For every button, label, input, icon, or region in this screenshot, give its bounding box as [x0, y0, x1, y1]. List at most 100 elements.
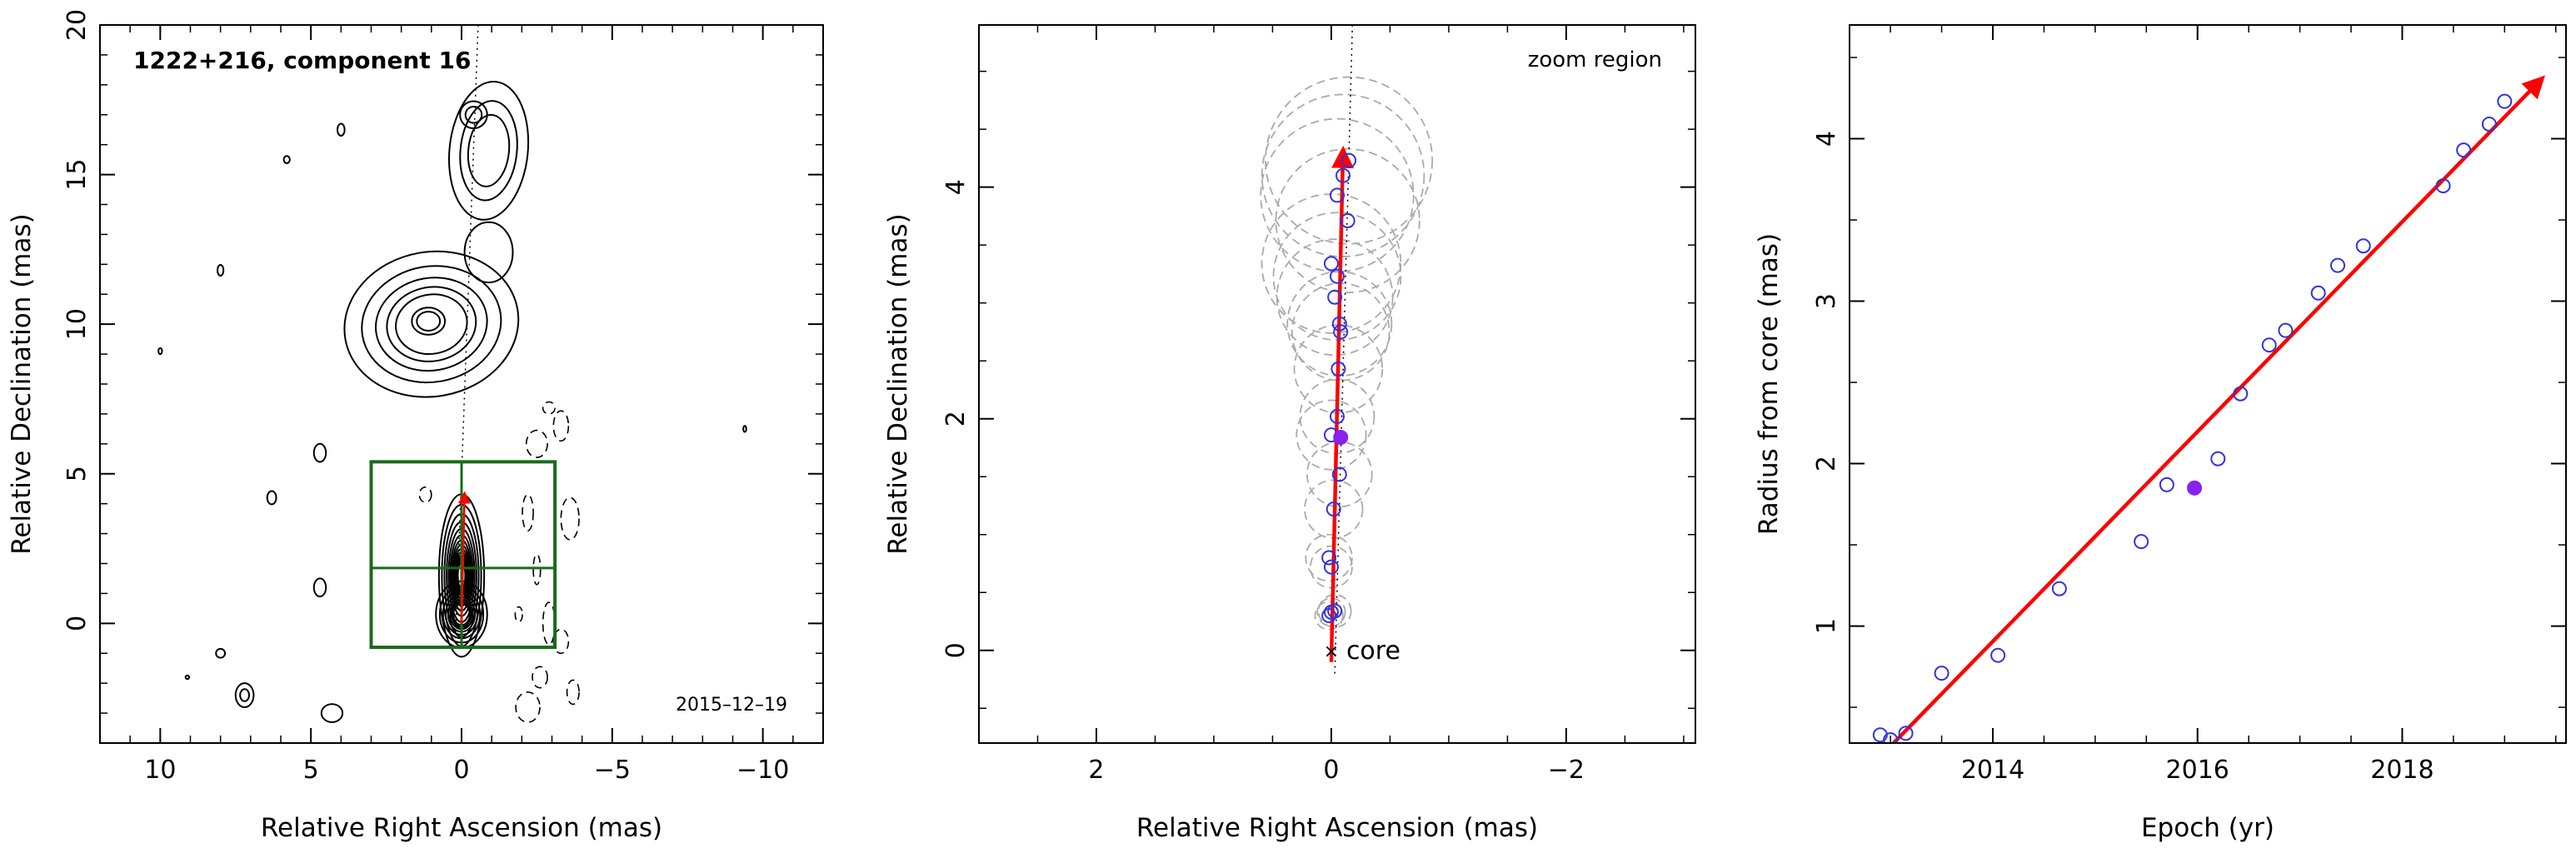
map-title: 1222+216, component 16 [133, 47, 471, 74]
contour-negative [532, 553, 542, 586]
radius-ytick-label: 2 [1812, 456, 1841, 471]
radius-data-point [2051, 581, 2067, 596]
radius-axis-ticks: 2014 2016 2018 1 2 3 4 [1812, 25, 2566, 785]
radius-data-point [2159, 476, 2174, 492]
zoom-data-point [1330, 361, 1346, 377]
zoom-ytick-label: 2 [941, 411, 971, 427]
map-zoom-box [369, 460, 557, 650]
contour-knot [343, 250, 520, 398]
zoom-xtick-label: 2 [1088, 756, 1104, 785]
zoom-data-point [1321, 550, 1337, 566]
contour-negative [560, 496, 580, 541]
radius-data-point [2435, 178, 2451, 194]
zoom-xtick-label: −2 [1548, 756, 1585, 785]
radius-data-point [1934, 666, 1949, 681]
zoom-component-circle [1317, 594, 1352, 628]
contour-outer-peak [464, 105, 483, 124]
contour-noise [157, 347, 163, 356]
contour-noise [234, 682, 255, 708]
zoom-data-point [1333, 324, 1349, 340]
zoom-xlabel: Relative Right Ascension (mas) [1136, 813, 1538, 843]
contour-bridge [463, 221, 514, 284]
radius-fit-line [1890, 75, 2545, 743]
zoom-xtick-label: 0 [1323, 756, 1339, 785]
contour-noise [184, 674, 191, 681]
zoom-component-circle [1260, 117, 1415, 273]
map-xtick-label: 10 [144, 756, 176, 785]
map-xtick-label: −10 [736, 756, 789, 785]
contour-noise [215, 647, 227, 659]
zoom-data-point [1323, 559, 1339, 575]
contour-outer-jet [467, 113, 511, 187]
zoom-data-point [1335, 167, 1351, 183]
map-ytick-label: 0 [62, 616, 92, 631]
zoom-component-circle [1305, 533, 1353, 582]
map-ytick-label: 10 [62, 308, 92, 340]
radius-highlight-point [2187, 480, 2203, 496]
radius-ytick-label: 1 [1812, 618, 1841, 634]
zoom-data-point [1340, 212, 1355, 228]
zoom-axis-ticks: 2 0 −2 0 2 4 [941, 25, 1695, 785]
zoom-highlight-point [1333, 429, 1349, 445]
radius-data-point [2481, 116, 2497, 132]
contour-map [157, 25, 747, 723]
zoom-ytick-label: 4 [941, 179, 971, 195]
panel-radius: 2014 2016 2018 1 2 3 4 Epoch (yr) Radius from … [1754, 24, 2567, 843]
map-axis-ticks: 10 5 0 −5 −10 0 5 10 15 20 [62, 9, 823, 785]
contour-noise [742, 425, 747, 433]
map-motion-arrow [457, 491, 471, 624]
radius-xtick-label: 2016 [2166, 756, 2229, 785]
contour-negative [542, 601, 556, 646]
contour-knot-peak [416, 311, 442, 332]
zoom-data-point [1330, 268, 1345, 284]
zoom-data-point [1323, 256, 1339, 272]
zoom-component-circles [1260, 76, 1434, 631]
radius-data-point [1990, 647, 2006, 663]
zoom-core-marker: × [1324, 641, 1339, 662]
zoom-component-circle [1265, 76, 1434, 245]
contour-negative [525, 429, 548, 458]
contour-noise [217, 264, 225, 277]
contour-noise [312, 442, 327, 463]
zoom-data-point [1330, 408, 1345, 424]
contour-negative [566, 679, 580, 706]
contour-negative [532, 666, 548, 689]
contour-knot [361, 265, 502, 384]
zoom-component-circle [1261, 193, 1402, 334]
map-xlabel: Relative Right Ascension (mas) [261, 813, 662, 843]
contour-negative [515, 691, 541, 723]
map-xtick-label: 0 [453, 756, 469, 785]
contour-noise [320, 703, 344, 723]
contour-noise [239, 688, 251, 702]
radius-xtick-label: 2018 [2370, 756, 2434, 785]
contour-knot [375, 277, 488, 372]
zoom-component-circle [1314, 601, 1344, 631]
radius-xtick-label: 2014 [1961, 756, 2024, 785]
map-plot-frame [99, 24, 824, 744]
zoom-data-point [1331, 316, 1347, 332]
contour-outer-peak [459, 100, 488, 130]
contour-negative [514, 606, 523, 623]
contour-negative [418, 486, 432, 503]
zoom-component-circle [1295, 399, 1367, 471]
contour-noise [336, 122, 346, 137]
radius-ytick-label: 3 [1812, 293, 1841, 309]
zoom-data-point [1327, 289, 1343, 305]
contour-knot [386, 286, 477, 362]
contour-knot [395, 293, 468, 355]
radius-data-point [2278, 322, 2294, 338]
map-date-label: 2015–12–19 [676, 695, 787, 716]
zoom-data-point [1341, 152, 1357, 168]
zoom-ylabel: Relative Declination (mas) [883, 213, 913, 555]
map-ytick-label: 5 [62, 466, 92, 481]
radius-data-point [2134, 534, 2149, 550]
contour-negative [522, 493, 534, 531]
panel-map: 10 5 0 −5 −10 0 5 10 15 20 1222+216, component 16… [7, 9, 824, 843]
contour-outer-jet [447, 80, 530, 221]
radius-data-point [2330, 257, 2346, 273]
radius-ylabel: Radius from core (mas) [1754, 233, 1784, 535]
zoom-ytick-label: 0 [941, 642, 971, 658]
zoom-component-circle [1261, 93, 1425, 257]
radius-data-point [1898, 726, 1914, 741]
